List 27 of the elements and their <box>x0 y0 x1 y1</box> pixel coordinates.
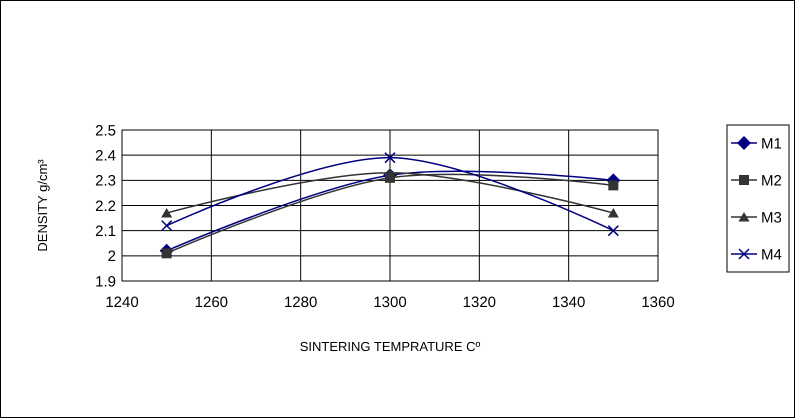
x-tick-label: 1340 <box>552 294 586 311</box>
x-tick-label: 1280 <box>284 294 318 311</box>
legend-label: M3 <box>761 209 782 226</box>
y-tick-label: 2.2 <box>95 198 116 215</box>
y-axis-title: DENSITY g/cm³ <box>35 158 50 252</box>
x-tick-label: 1360 <box>641 294 675 311</box>
y-tick-label: 1.9 <box>95 273 116 290</box>
x-tick-label: 1240 <box>105 294 139 311</box>
legend-label: M4 <box>761 246 782 264</box>
point <box>160 220 172 232</box>
point <box>384 152 396 164</box>
legend-label: M1 <box>761 135 782 152</box>
x-tick-label: 1260 <box>194 294 228 311</box>
legend-label: M2 <box>761 172 782 190</box>
y-tick-label: 2.3 <box>95 172 116 190</box>
point <box>161 208 172 218</box>
point <box>608 180 618 190</box>
y-tick-label: 2.1 <box>95 222 116 240</box>
point <box>162 248 172 258</box>
x-axis-title: SINTERING TEMPRATURE Cº <box>300 339 480 354</box>
y-tick-label: 2.5 <box>95 122 116 140</box>
y-tick-label: 2 <box>108 248 116 266</box>
x-tick-label: 1300 <box>373 294 407 311</box>
point <box>608 208 619 218</box>
y-tick-label: 2.4 <box>95 147 116 164</box>
x-tick-label: 1320 <box>462 294 496 311</box>
point <box>608 224 620 236</box>
